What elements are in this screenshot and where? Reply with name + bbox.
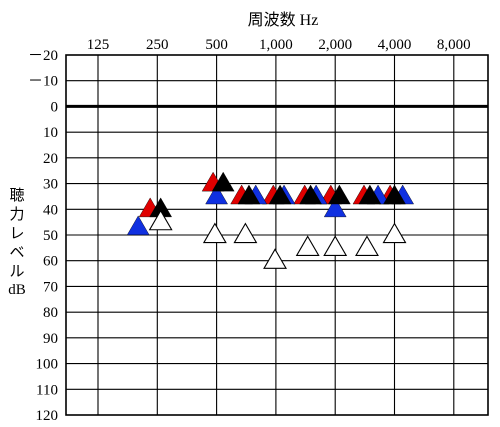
x-tick-label: 4,000 [378,37,412,53]
x-tick-label: 8,000 [437,37,471,53]
plot-frame [65,54,489,416]
triangle-marker [263,248,287,269]
y-axis-title-part: 力 [9,205,25,223]
triangle-marker [299,184,322,205]
x-tick-label: 250 [146,37,169,53]
triangle-marker [237,184,261,205]
triangle-marker [323,235,348,257]
y-tick-label: 20 [43,151,58,167]
y-tick-labels: －20 －10 0 10 20 30 40 50 60 70 80 90 100 110 120 [28,48,58,424]
triangle-marker [233,222,258,244]
x-axis-title: 周波数 Hz [248,11,319,29]
y-axis-title-part: 聴 [9,186,25,204]
triangle-marker [295,235,320,257]
x-tick-labels: 125 250 500 1,000 2,000 4,000 8,000 [87,37,471,53]
triangle-marker [268,184,292,205]
y-tick-label: 10 [43,125,58,141]
triangle-marker [383,184,406,205]
data-markers [126,171,415,269]
y-tick-label: 100 [36,357,59,373]
y-axis-title-part: dB [8,282,26,298]
triangle-marker [205,184,228,205]
x-tick-label: 2,000 [318,37,352,53]
y-tick-label: －20 [28,48,58,64]
x-tick-label: 125 [87,37,110,53]
y-axis-title-part: レ [9,224,25,242]
x-tick-label: 500 [205,37,228,53]
y-tick-label: 50 [43,228,58,244]
y-axis-title-part: ベ [9,243,25,261]
triangle-marker [211,171,235,192]
y-axis-title: 聴 力 レ ベ ル dB [6,186,28,300]
triangle-marker [328,184,351,205]
x-tick-label: 1,000 [259,37,293,53]
y-tick-label: 60 [43,254,58,270]
y-tick-label: 30 [43,177,58,193]
y-tick-label: 120 [36,408,59,424]
triangle-marker [148,209,173,231]
triangle-marker [126,215,150,236]
y-axis-title-part: ル [9,262,25,280]
triangle-marker [202,222,227,244]
y-tick-label: 0 [51,99,59,115]
triangle-marker [323,197,347,218]
y-tick-label: 40 [43,202,58,218]
y-tick-label: －10 [28,74,58,90]
triangle-marker [358,184,382,205]
y-tick-label: 70 [43,279,58,295]
y-tick-label: 110 [36,382,58,398]
triangle-marker [355,235,379,257]
y-tick-label: 80 [43,305,58,321]
y-tick-label: 90 [43,331,58,347]
triangle-marker [382,222,407,244]
